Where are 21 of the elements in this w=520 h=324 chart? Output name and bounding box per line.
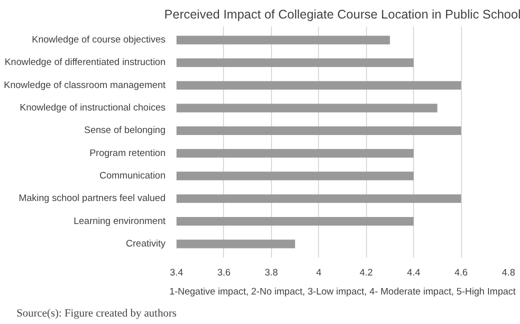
y-tick-label: Learning environment xyxy=(74,216,166,227)
source-note: Source(s): Figure created by authors xyxy=(16,308,177,320)
y-tick-label: Sense of belonging xyxy=(84,125,166,136)
x-tick-label: 4.6 xyxy=(454,268,468,278)
x-tick-label: 4.2 xyxy=(360,268,373,278)
y-tick-label: Knowledge of classroom management xyxy=(4,80,166,91)
x-axis-title: 1-Negative impact, 2-No impact, 3-Low impact, 4- Moderate impact, 5-High Impact xyxy=(169,286,516,298)
y-tick-label: Program retention xyxy=(89,148,166,159)
x-tick-label: 3.6 xyxy=(217,268,231,278)
x-tick-label: 4.8 xyxy=(502,268,516,278)
y-tick-label: Knowledge of differentiated instruction xyxy=(4,57,166,68)
y-tick-label: Communication xyxy=(100,170,166,182)
x-tick-label: 4 xyxy=(316,268,322,278)
y-tick-label: Knowledge of course objectives xyxy=(32,34,166,46)
y-tick-label: Creativity xyxy=(126,238,166,250)
y-tick-label: Knowledge of instructional choices xyxy=(20,102,166,114)
chart-title: Perceived Impact of Collegiate Course Location in Public School xyxy=(164,8,520,22)
y-tick-label: Making school partners feel valued xyxy=(18,193,166,204)
x-tick-label: 3.4 xyxy=(170,268,184,278)
x-tick-label: 3.8 xyxy=(264,268,278,278)
x-tick-label: 4.4 xyxy=(407,268,420,278)
